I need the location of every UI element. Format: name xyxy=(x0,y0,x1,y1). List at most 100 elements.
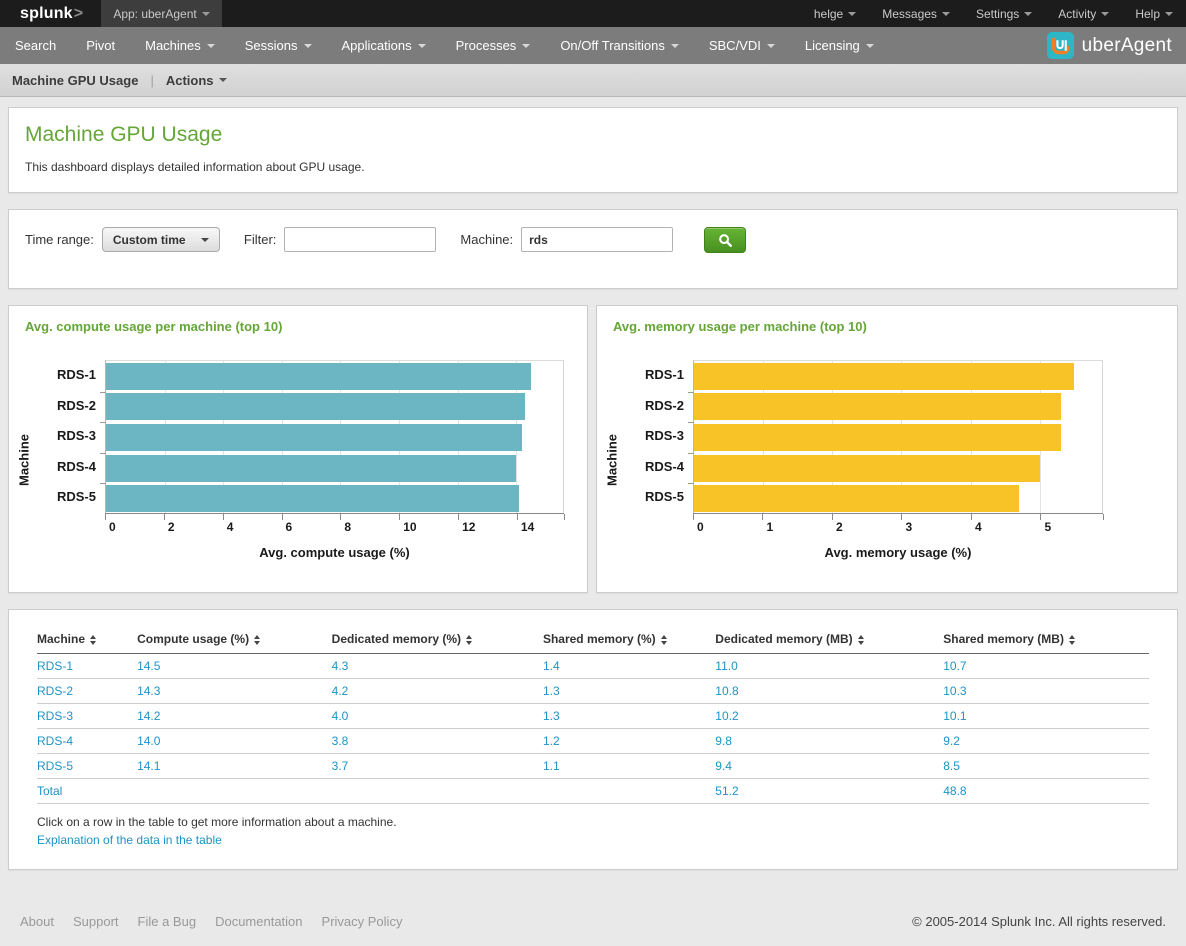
chart-body: Machine RDS-1 RDS-2 RDS-3 RDS-4 RDS-5 0 2 4 6 8 1… xyxy=(9,360,587,560)
column-header-dedicated-memory-mb[interactable]: Dedicated memory (MB) xyxy=(715,628,944,654)
category-label: RDS-3 xyxy=(56,428,96,444)
table-cell[interactable]: 10.8 xyxy=(715,678,944,704)
table-cell[interactable]: Total xyxy=(37,778,138,804)
table-cell[interactable]: 11.0 xyxy=(715,653,944,679)
machine-input[interactable] xyxy=(521,227,674,252)
table-cell[interactable]: 9.4 xyxy=(715,753,944,779)
table-cell[interactable]: RDS-4 xyxy=(37,728,138,754)
search-button[interactable] xyxy=(704,227,747,253)
topbar-menu-settings[interactable]: Settings xyxy=(963,0,1045,27)
table-cell[interactable]: 14.0 xyxy=(137,728,332,754)
table-cell[interactable]: 14.5 xyxy=(137,653,332,679)
column-header-dedicated-memory[interactable]: Dedicated memory (%) xyxy=(331,628,543,654)
data-explanation-link[interactable]: Explanation of the data in the table xyxy=(37,833,222,847)
column-header-shared-memory[interactable]: Shared memory (%) xyxy=(542,628,716,654)
footer-link-file-a-bug[interactable]: File a Bug xyxy=(137,914,197,929)
chart-bar[interactable] xyxy=(106,454,517,482)
table-cell[interactable]: 48.8 xyxy=(943,778,1149,804)
actions-menu[interactable]: Actions xyxy=(166,73,227,88)
table-cell[interactable]: 10.2 xyxy=(715,703,944,729)
footer-link-about[interactable]: About xyxy=(20,914,54,929)
nav-item-pivot[interactable]: Pivot xyxy=(71,27,130,64)
nav-item-sbc-vdi[interactable]: SBC/VDI xyxy=(694,27,790,64)
table-cell[interactable]: 3.7 xyxy=(331,753,543,779)
table-cell[interactable]: 1.3 xyxy=(542,703,716,729)
table-cell[interactable]: RDS-1 xyxy=(37,653,138,679)
table-cell[interactable]: 10.1 xyxy=(943,703,1149,729)
table-cell[interactable]: RDS-2 xyxy=(37,678,138,704)
topbar-menu-activity[interactable]: Activity xyxy=(1045,0,1122,27)
table-cell[interactable]: 4.2 xyxy=(331,678,543,704)
table-cell[interactable]: 14.1 xyxy=(137,753,332,779)
topbar-menu-messages[interactable]: Messages xyxy=(869,0,963,27)
chart-bar[interactable] xyxy=(694,362,1075,390)
app-menu[interactable]: App: uberAgent xyxy=(101,0,222,27)
axis-tick xyxy=(970,514,972,520)
table-cell[interactable] xyxy=(137,778,332,804)
nav-item-search[interactable]: Search xyxy=(0,27,71,64)
category-tick xyxy=(100,422,106,424)
axis-tick-label: 0 xyxy=(109,520,116,534)
table-cell[interactable]: 8.5 xyxy=(943,753,1149,779)
table-cell[interactable]: 1.1 xyxy=(542,753,716,779)
nav-item-sessions[interactable]: Sessions xyxy=(230,27,327,64)
table-row[interactable]: RDS-5 14.1 3.7 1.1 9.4 8.5 xyxy=(37,753,1149,779)
time-range-dropdown[interactable]: Custom time xyxy=(101,227,220,252)
sort-desc-arrow xyxy=(660,640,667,645)
chevron-down-icon xyxy=(1165,11,1173,16)
chart-bar[interactable] xyxy=(106,393,525,421)
table-note: Click on a row in the table to get more … xyxy=(37,815,397,829)
table-cell[interactable]: 1.3 xyxy=(542,678,716,704)
table-cell[interactable]: 1.2 xyxy=(542,728,716,754)
table-row[interactable]: RDS-4 14.0 3.8 1.2 9.8 9.2 xyxy=(37,728,1149,754)
table-cell[interactable]: 1.4 xyxy=(542,653,716,679)
chart-bar[interactable] xyxy=(694,485,1020,513)
table-row[interactable]: RDS-2 14.3 4.2 1.3 10.8 10.3 xyxy=(37,678,1149,704)
axis-tick xyxy=(1103,514,1104,520)
chart-bar[interactable] xyxy=(106,485,520,513)
table-cell[interactable]: 4.0 xyxy=(331,703,543,729)
table-cell[interactable]: RDS-3 xyxy=(37,703,138,729)
nav-item-machines[interactable]: Machines xyxy=(130,27,230,64)
column-header-machine[interactable]: Machine xyxy=(37,628,138,654)
table-cell[interactable]: 9.8 xyxy=(715,728,944,754)
table-cell[interactable]: 10.3 xyxy=(943,678,1149,704)
footer-link-privacy-policy[interactable]: Privacy Policy xyxy=(321,914,403,929)
brand-name: uberAgent xyxy=(1081,34,1172,56)
splunk-logo[interactable]: splunk > xyxy=(0,0,101,27)
category-tick xyxy=(100,483,106,485)
table-cell[interactable]: RDS-5 xyxy=(37,753,138,779)
nav-item-on-off-transitions[interactable]: On/Off Transitions xyxy=(545,27,694,64)
table-row[interactable]: RDS-3 14.2 4.0 1.3 10.2 10.1 xyxy=(37,703,1149,729)
footer-link-support[interactable]: Support xyxy=(72,914,119,929)
table-cell[interactable] xyxy=(331,778,543,804)
nav-item-licensing[interactable]: Licensing xyxy=(790,27,889,64)
topbar-menu-helge[interactable]: helge xyxy=(801,0,869,27)
table-row[interactable]: RDS-1 14.5 4.3 1.4 11.0 10.7 xyxy=(37,653,1149,679)
chart-bar[interactable] xyxy=(694,393,1061,421)
sort-desc-arrow xyxy=(90,640,97,645)
nav-item-processes[interactable]: Processes xyxy=(441,27,546,64)
chart-bar[interactable] xyxy=(694,424,1061,451)
table-cell[interactable] xyxy=(542,778,716,804)
chart-bar[interactable] xyxy=(106,424,522,451)
table-total-row[interactable]: Total 51.2 48.8 xyxy=(37,778,1149,804)
table-cell[interactable]: 14.3 xyxy=(137,678,332,704)
table-cell[interactable]: 51.2 xyxy=(715,778,944,804)
chart-bar[interactable] xyxy=(694,454,1040,482)
table-cell[interactable]: 3.8 xyxy=(331,728,543,754)
topbar-menu-help[interactable]: Help xyxy=(1122,0,1186,27)
axis-tick xyxy=(399,514,401,520)
table-cell[interactable]: 9.2 xyxy=(943,728,1149,754)
column-header-compute-usage[interactable]: Compute usage (%) xyxy=(137,628,332,654)
time-range-value: Custom time xyxy=(112,232,186,247)
nav-item-applications[interactable]: Applications xyxy=(327,27,441,64)
chevron-down-icon xyxy=(941,11,950,16)
footer-link-documentation[interactable]: Documentation xyxy=(215,914,303,929)
table-cell[interactable]: 4.3 xyxy=(331,653,543,679)
chart-bar[interactable] xyxy=(106,362,531,390)
filter-input[interactable] xyxy=(284,227,437,252)
table-cell[interactable]: 10.7 xyxy=(943,653,1149,679)
column-header-shared-memory-mb[interactable]: Shared memory (MB) xyxy=(943,628,1149,654)
table-cell[interactable]: 14.2 xyxy=(137,703,332,729)
